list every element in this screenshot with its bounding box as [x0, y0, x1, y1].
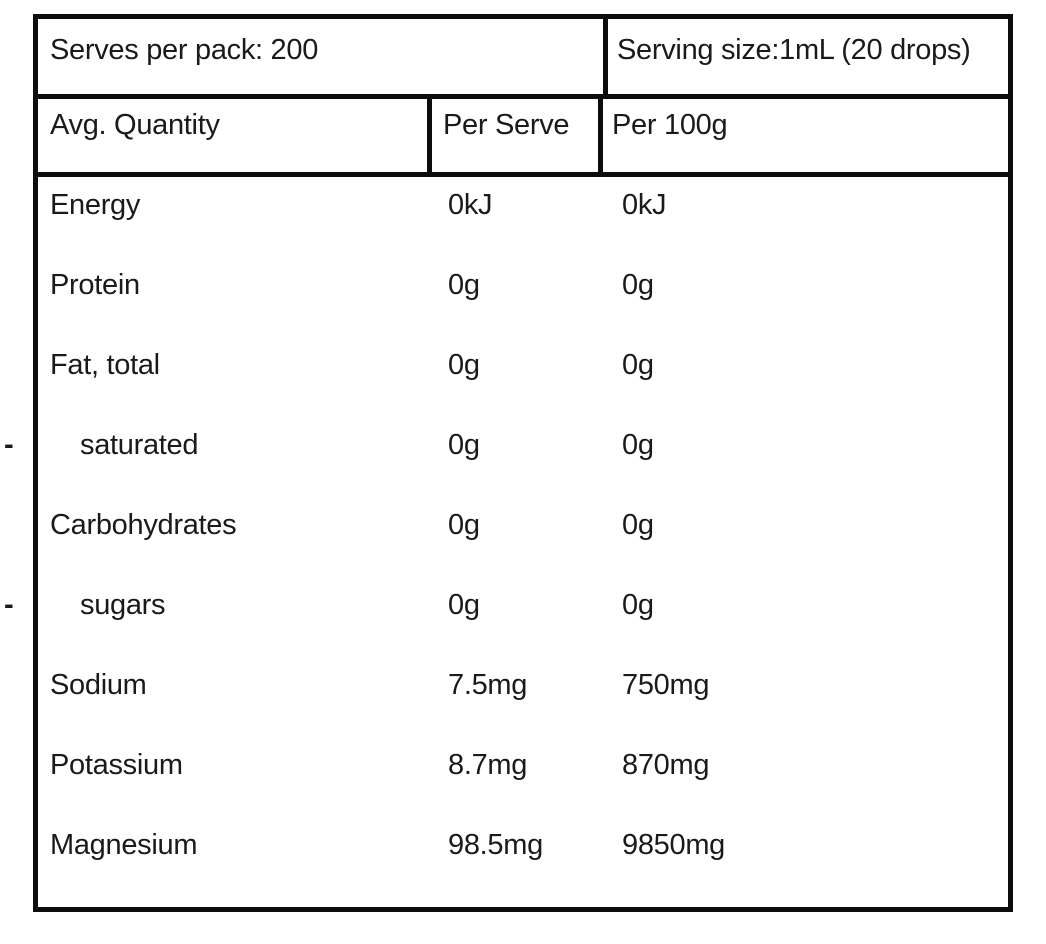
per-100g-value: 0g	[622, 589, 654, 621]
per-serve-value: 0g	[448, 429, 480, 461]
dash-marker: -	[4, 429, 14, 461]
per-serve-value: 0g	[448, 269, 480, 301]
per-100g-value: 870mg	[622, 749, 710, 781]
per-serve-value: 8.7mg	[448, 749, 528, 781]
serves-per-pack-text: Serves per pack: 200	[50, 34, 319, 66]
per-100g-value: 0g	[622, 269, 654, 301]
nutrient-label: Potassium	[50, 749, 183, 781]
nutrient-label: saturated	[80, 429, 199, 461]
per-serve-label: Per Serve	[443, 109, 570, 141]
per-100g-label: Per 100g	[612, 109, 728, 141]
avg-quantity-label: Avg. Quantity	[50, 109, 220, 141]
nutrient-label: Protein	[50, 269, 140, 301]
table-row-saturated: - saturated 0g 0g	[4, 417, 1008, 497]
nutrient-label: Fat, total	[50, 349, 160, 381]
per-serve-value: 0g	[448, 509, 480, 541]
table-row-sodium: Sodium 7.5mg 750mg	[38, 657, 1008, 737]
column-header-row: Avg. Quantity Per Serve Per 100g	[38, 99, 1008, 177]
per-serve-value: 0g	[448, 589, 480, 621]
nutrition-table: Serves per pack: 200 Serving size:1mL (2…	[4, 14, 1013, 912]
table-row-magnesium: Magnesium 98.5mg 9850mg	[38, 817, 1008, 897]
per-100g-value: 750mg	[622, 669, 710, 701]
nutrient-label: Magnesium	[50, 829, 198, 861]
per-100g-value: 9850mg	[622, 829, 725, 861]
header-per-serve: Per Serve	[432, 99, 603, 172]
per-serve-value: 0g	[448, 349, 480, 381]
table-row-carbohydrates: Carbohydrates 0g 0g	[38, 497, 1008, 577]
per-serve-value: 0kJ	[448, 189, 493, 221]
dash-marker: -	[4, 589, 14, 621]
per-100g-value: 0g	[622, 509, 654, 541]
nutrient-label: Carbohydrates	[50, 509, 237, 541]
header-per-100g: Per 100g	[603, 99, 1008, 172]
table-row-protein: Protein 0g 0g	[38, 257, 1008, 337]
per-serve-value: 7.5mg	[448, 669, 528, 701]
per-100g-value: 0kJ	[622, 189, 667, 221]
table-row-energy: Energy 0kJ 0kJ	[38, 177, 1008, 257]
serving-size-text: Serving size:1mL (20 drops)	[617, 34, 971, 66]
serves-row: Serves per pack: 200 Serving size:1mL (2…	[38, 19, 1008, 99]
per-100g-value: 0g	[622, 349, 654, 381]
table-row-potassium: Potassium 8.7mg 870mg	[38, 737, 1008, 817]
serving-size-cell: Serving size:1mL (20 drops)	[608, 19, 1008, 94]
header-avg-quantity: Avg. Quantity	[38, 99, 432, 172]
nutrient-label: Sodium	[50, 669, 147, 701]
nutrient-label: Energy	[50, 189, 141, 221]
serves-per-pack-cell: Serves per pack: 200	[38, 19, 608, 94]
nutrient-label: sugars	[80, 589, 166, 621]
per-100g-value: 0g	[622, 429, 654, 461]
table-row-fat-total: Fat, total 0g 0g	[38, 337, 1008, 417]
per-serve-value: 98.5mg	[448, 829, 543, 861]
table-row-sugars: - sugars 0g 0g	[4, 577, 1008, 657]
nutrient-rows: Energy 0kJ 0kJ Protein 0g 0g Fat, total …	[4, 177, 1008, 897]
